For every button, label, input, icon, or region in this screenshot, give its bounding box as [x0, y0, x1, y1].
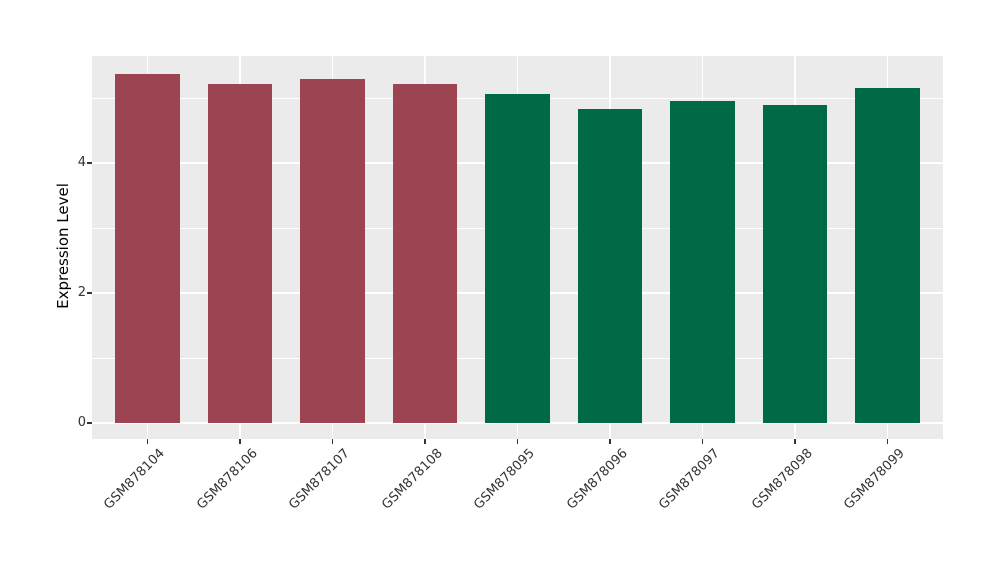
bar [115, 73, 180, 423]
x-tick-mark [701, 439, 704, 444]
bar [207, 84, 273, 423]
x-tick-label: GSM878106 [194, 446, 261, 513]
x-tick-label: GSM878099 [841, 446, 909, 513]
x-tick-label: GSM878095 [471, 446, 539, 513]
y-tick-mark [87, 292, 92, 294]
bar [670, 100, 735, 423]
bar [577, 109, 643, 423]
plot-panel [92, 56, 943, 439]
x-tick-mark [146, 439, 149, 444]
x-tick-mark [886, 439, 889, 444]
bar [855, 88, 920, 423]
bar [485, 94, 550, 423]
x-tick-mark [609, 439, 611, 444]
x-tick-label: GSM878097 [656, 446, 724, 513]
x-tick-label: GSM878096 [564, 446, 631, 513]
x-tick-mark [516, 439, 519, 444]
x-tick-mark [239, 439, 241, 444]
x-tick-label: GSM878108 [379, 446, 446, 513]
y-tick-label: 0 [77, 415, 86, 430]
bar [300, 79, 365, 423]
bar [392, 83, 458, 423]
x-tick-label: GSM878107 [286, 446, 354, 513]
bar [762, 105, 828, 423]
y-tick-label: 2 [77, 285, 86, 300]
y-tick-label: 4 [77, 155, 86, 170]
x-tick-label: GSM878104 [101, 446, 169, 513]
x-tick-mark [331, 439, 334, 444]
x-tick-mark [424, 439, 426, 444]
y-tick-mark [87, 162, 92, 164]
x-tick-label: GSM878098 [749, 446, 816, 513]
y-tick-mark [87, 422, 92, 424]
x-tick-mark [794, 439, 796, 444]
